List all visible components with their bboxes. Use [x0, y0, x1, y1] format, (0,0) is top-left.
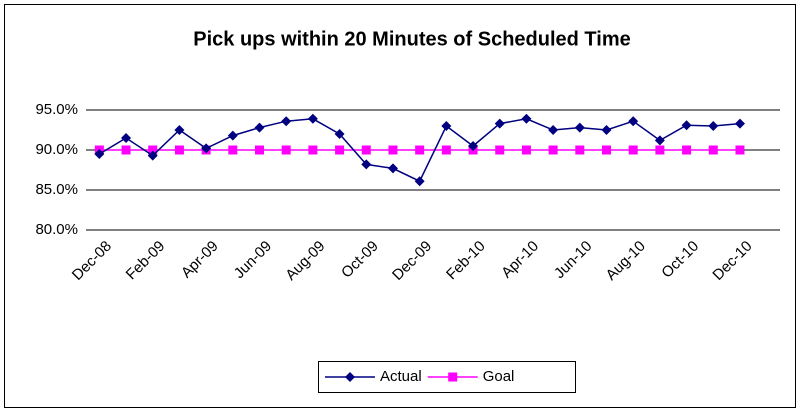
- y-tick-label: 90.0%: [35, 141, 78, 158]
- data-point: [361, 145, 371, 155]
- chart-title: Pick ups within 20 Minutes of Scheduled …: [193, 28, 631, 50]
- y-tick-label: 80.0%: [35, 221, 78, 238]
- data-point: [414, 176, 425, 187]
- y-tick-label: 85.0%: [35, 181, 78, 198]
- data-point: [708, 121, 719, 131]
- data-point: [228, 145, 238, 155]
- data-point: [227, 130, 238, 141]
- data-point: [574, 122, 585, 133]
- chart-border: [4, 4, 796, 408]
- data-point: [655, 145, 665, 155]
- data-point: [628, 116, 639, 127]
- data-point: [308, 145, 318, 155]
- legend-label: Actual: [380, 368, 422, 385]
- data-point: [734, 118, 745, 129]
- y-tick-label: 95.0%: [35, 101, 78, 118]
- data-point: [361, 159, 372, 170]
- data-point: [521, 145, 531, 155]
- data-point: [307, 113, 318, 124]
- data-point: [548, 125, 559, 135]
- data-point: [628, 145, 638, 155]
- data-point: [682, 145, 692, 155]
- data-point: [575, 145, 585, 155]
- legend: Actual Goal: [318, 361, 576, 393]
- data-point: [148, 145, 158, 155]
- data-point: [281, 116, 292, 127]
- legend-marker: [448, 372, 458, 382]
- data-point: [334, 129, 345, 139]
- data-point: [494, 118, 505, 129]
- data-point: [388, 145, 398, 155]
- data-point: [468, 141, 479, 151]
- data-point: [387, 163, 398, 174]
- data-point: [94, 149, 105, 159]
- data-point: [735, 145, 745, 155]
- data-point: [254, 122, 265, 133]
- data-point: [174, 125, 185, 135]
- data-point: [174, 145, 184, 155]
- data-point: [521, 113, 532, 124]
- data-point: [121, 133, 132, 143]
- data-point: [281, 145, 291, 155]
- data-point: [441, 145, 451, 155]
- data-point: [121, 145, 131, 155]
- data-point: [415, 145, 425, 155]
- data-point: [708, 145, 718, 155]
- legend-label: Goal: [483, 368, 515, 385]
- data-point: [601, 125, 612, 135]
- data-point: [201, 143, 212, 154]
- legend-marker: [345, 372, 355, 382]
- data-point: [335, 145, 345, 155]
- data-point: [495, 145, 505, 155]
- series: [94, 113, 745, 187]
- data-point: [602, 145, 611, 155]
- data-point: [147, 150, 158, 161]
- data-point: [681, 120, 692, 131]
- data-point: [441, 121, 452, 131]
- data-point: [548, 145, 558, 155]
- data-point: [654, 135, 665, 146]
- data-point: [255, 145, 264, 155]
